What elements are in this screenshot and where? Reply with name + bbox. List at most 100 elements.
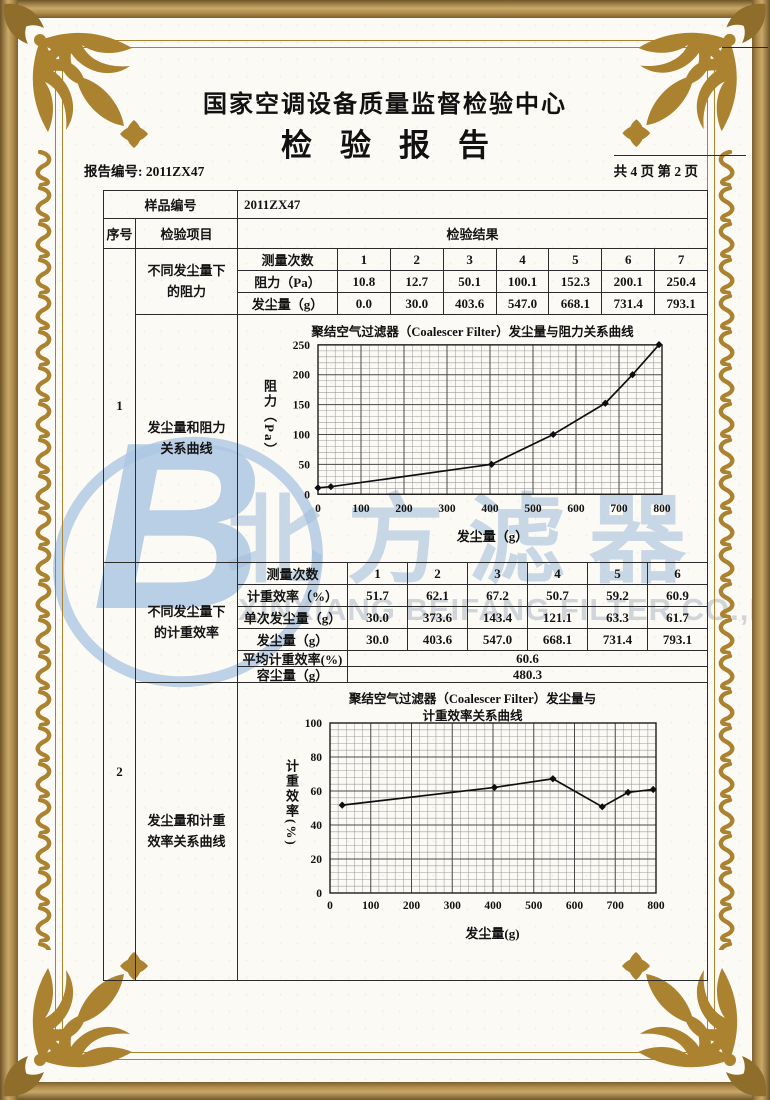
table-cell: 7: [677, 251, 685, 267]
svg-text:800: 800: [653, 503, 671, 515]
table-cell: 51.7: [348, 585, 408, 606]
gold-frame-outer: [55, 40, 715, 1060]
corner-bud-icon: [722, 2, 768, 48]
row-label: 测量次数: [238, 563, 348, 584]
table-cell: 67.2: [468, 585, 528, 606]
row-label: 单次发尘量（g）: [238, 607, 348, 628]
border-band-top: [0, 0, 770, 18]
report-meta-row: 报告编号: 2011ZX47 共 4 页 第 2 页: [84, 160, 698, 180]
seq-number: 1: [104, 249, 136, 562]
item-label: 发尘量和计重效率关系曲线: [147, 812, 226, 849]
row-label: 测量次数: [238, 249, 338, 270]
svg-text:200: 200: [403, 900, 421, 912]
table-cell: 373.6: [408, 607, 468, 628]
section-resistance: 1 不同发尘量下的阻力 发尘量和阻力关系曲线 测量次数 1 2 3 4 5 6 7 阻力（Pa）…: [104, 249, 707, 563]
scroll-frieze-icon: [717, 150, 744, 950]
table-cell: 30.0: [391, 293, 444, 314]
svg-text:600: 600: [566, 900, 584, 912]
column-header-seq: 序号: [104, 219, 136, 248]
row-label: 容尘量（g）: [238, 667, 348, 683]
svg-text:250: 250: [293, 340, 311, 352]
section-efficiency: 2 不同发尘量下的计重效率 发尘量和计重效率关系曲线 测量次数 1 2 3 4 5 6 计重效…: [104, 563, 707, 980]
table-row: 测量次数 1 2 3 4 5 6 7: [238, 249, 707, 271]
table-cell: 121.1: [528, 607, 588, 628]
table-cell: 547.0: [468, 629, 528, 650]
efficiency-chart-plot: 0 100 200 300 400 500 600 700 800 0 20 40 60 80 100: [305, 718, 665, 912]
corner-bud-icon: [2, 1052, 48, 1098]
report-number: 报告编号: 2011ZX47: [84, 164, 205, 179]
table-row: 发尘量（g） 30.0 403.6 547.0 668.1 731.4 793.1: [238, 629, 707, 651]
table-cell: 59.2: [588, 585, 648, 606]
table-cell: 143.4: [468, 607, 528, 628]
table-cell-span: 60.6: [516, 650, 539, 666]
sample-value: 2011ZX47: [244, 196, 301, 212]
table-row: 阻力（Pa） 10.8 12.7 50.1 100.1 152.3 200.1 250.4: [238, 271, 707, 293]
row-label: 计重效率（%）: [238, 585, 348, 606]
table-row: 单次发尘量（g） 30.0 373.6 143.4 121.1 63.3 61.7: [238, 607, 707, 629]
table-cell: 50.7: [528, 585, 588, 606]
resistance-chart-plot: 0 100 200 300 400 500 600 700 800 0 50 100 150 200 250: [293, 340, 671, 515]
item-label: 不同发尘量下的阻力: [136, 249, 237, 315]
row-label: 发尘量（g）: [238, 629, 348, 650]
table-cell: 60.9: [666, 587, 689, 603]
svg-text:50: 50: [299, 459, 311, 471]
item-column: 不同发尘量下的计重效率 发尘量和计重效率关系曲线: [136, 563, 238, 980]
table-cell: 152.3: [549, 271, 603, 292]
chart-title: 聚结空气过滤器（Coalescer Filter）发尘量与阻力关系曲线: [311, 325, 634, 339]
svg-text:500: 500: [524, 503, 542, 515]
svg-text:400: 400: [481, 503, 499, 515]
table-cell: 731.4: [602, 293, 656, 314]
svg-text:100: 100: [293, 430, 311, 442]
svg-text:80: 80: [311, 752, 323, 764]
svg-text:200: 200: [293, 370, 311, 382]
result-column: 测量次数 1 2 3 4 5 6 计重效率（%） 51.7 62.1 67.2 50.7 59.2 60.…: [238, 563, 707, 980]
y-axis-label: 阻力（Pa）: [262, 379, 277, 458]
table-cell: 3: [468, 563, 528, 584]
column-header-result: 检验结果: [446, 227, 499, 242]
table-row: 计重效率（%） 51.7 62.1 67.2 50.7 59.2 60.9: [238, 585, 707, 607]
corner-bud-icon: [2, 2, 48, 48]
page-title: 检验报告: [281, 128, 517, 163]
table-cell: 2: [408, 563, 468, 584]
table-cell: 30.0: [348, 607, 408, 628]
border-band-bottom: [0, 1082, 770, 1100]
svg-text:700: 700: [607, 900, 625, 912]
table-cell: 547.0: [497, 293, 550, 314]
svg-text:400: 400: [484, 900, 502, 912]
table-row: 平均计重效率(%) 60.6: [238, 651, 707, 667]
svg-text:700: 700: [610, 503, 628, 515]
table-cell: 250.4: [666, 273, 696, 289]
table-cell-span: 480.3: [512, 666, 543, 682]
table-cell: 4: [528, 563, 588, 584]
table-cell: 200.1: [602, 271, 656, 292]
corner-bud-icon: [722, 1052, 768, 1098]
row-label: 发尘量（g）: [238, 293, 338, 314]
svg-text:300: 300: [444, 900, 462, 912]
table-cell: 403.6: [408, 629, 468, 650]
svg-text:200: 200: [395, 503, 413, 515]
table-cell: 100.1: [497, 271, 550, 292]
border-band-left: [0, 0, 18, 1100]
table-cell: 63.3: [588, 607, 648, 628]
table-row: 容尘量（g） 480.3: [238, 667, 707, 683]
x-axis-label: 发尘量(g): [465, 926, 520, 941]
border-band-right: [752, 0, 770, 1100]
result-column: 测量次数 1 2 3 4 5 6 7 阻力（Pa） 10.8 12.7 50.1 100.1 152.3 2…: [238, 249, 707, 562]
table-cell: 6: [674, 565, 681, 581]
table-cell: 668.1: [549, 293, 603, 314]
table-cell: 6: [602, 249, 656, 270]
table-cell: 5: [588, 563, 648, 584]
table-cell: 731.4: [588, 629, 648, 650]
table-row: 发尘量（g） 0.0 30.0 403.6 547.0 668.1 731.4 793.1: [238, 293, 707, 315]
table-cell: 793.1: [666, 295, 696, 311]
item-label: 不同发尘量下的计重效率: [136, 563, 237, 683]
table-header-row: 序号 检验项目 检验结果: [104, 219, 707, 249]
item-label: 发尘量和阻力关系曲线: [147, 419, 226, 456]
y-axis-label: 计重效率(%): [284, 759, 299, 847]
svg-text:100: 100: [305, 718, 323, 730]
column-header-item: 检验项目: [136, 219, 238, 248]
table-cell: 1: [338, 249, 391, 270]
svg-text:100: 100: [352, 503, 370, 515]
svg-text:800: 800: [647, 900, 665, 912]
